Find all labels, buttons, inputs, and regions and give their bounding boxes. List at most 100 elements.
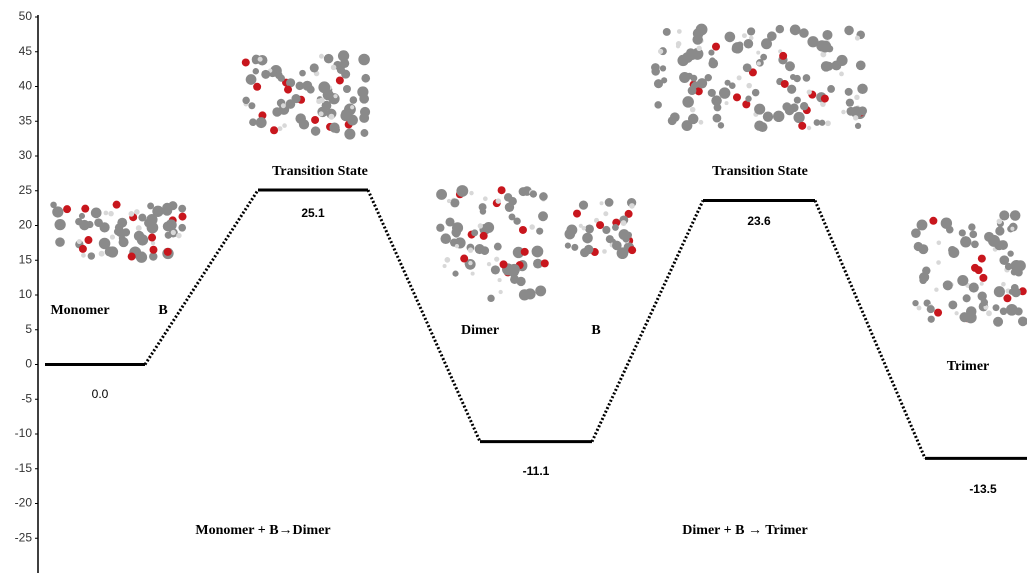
molecule-atom bbox=[948, 246, 956, 254]
molecule-atom bbox=[318, 81, 330, 93]
y-tick-label: 40 bbox=[19, 79, 33, 93]
molecule-atom bbox=[565, 243, 571, 249]
molecule-atom bbox=[63, 205, 71, 213]
molecule-atom bbox=[338, 50, 349, 61]
molecule-atom bbox=[1018, 317, 1027, 327]
molecule-atom bbox=[360, 129, 368, 137]
molecule-atom bbox=[927, 305, 935, 313]
molecule-atom bbox=[824, 62, 833, 71]
molecule-atom bbox=[658, 49, 663, 54]
annotation: Trimer bbox=[947, 359, 990, 374]
molecule-atom bbox=[725, 32, 736, 43]
molecule-atom bbox=[529, 224, 534, 229]
molecule-atom bbox=[148, 234, 156, 242]
molecule-atom bbox=[443, 264, 447, 268]
molecule-atom bbox=[984, 232, 994, 242]
molecule-atom bbox=[756, 51, 760, 55]
y-tick-label: 10 bbox=[19, 287, 33, 301]
molecule-atom bbox=[79, 245, 87, 253]
molecule-atom bbox=[800, 102, 808, 110]
molecule-atom bbox=[504, 193, 512, 201]
molecule-atom bbox=[445, 217, 454, 226]
molecule-atom bbox=[1010, 210, 1021, 221]
molecule-atom bbox=[737, 75, 742, 80]
molecule-atom bbox=[113, 201, 121, 209]
molecule-atom bbox=[855, 35, 860, 40]
molecule-atom bbox=[600, 201, 604, 205]
molecule-atom bbox=[767, 31, 777, 41]
molecule-atom bbox=[807, 90, 812, 95]
molecule-atom bbox=[929, 217, 937, 225]
molecule-atom bbox=[468, 261, 472, 265]
molecule-atom bbox=[535, 285, 546, 296]
molecule-atom bbox=[779, 52, 787, 60]
molecule-atom bbox=[436, 189, 447, 200]
molecule-atom bbox=[164, 248, 172, 256]
y-tick-label: -25 bbox=[15, 530, 33, 544]
molecule-atom bbox=[582, 233, 593, 244]
molecule-atom bbox=[839, 72, 844, 77]
molecule-atom bbox=[663, 28, 671, 36]
molecule-atom bbox=[602, 226, 610, 234]
molecule-atom bbox=[358, 54, 370, 66]
molecule-atom bbox=[965, 312, 977, 324]
molecule-atom bbox=[483, 196, 488, 201]
molecule-atom bbox=[605, 198, 614, 207]
molecule-atom bbox=[912, 300, 918, 306]
molecule-atom bbox=[450, 198, 459, 207]
molecule-atom bbox=[971, 240, 979, 248]
molecule-atom bbox=[579, 201, 588, 210]
y-tick-label: -15 bbox=[15, 461, 33, 475]
molecule-atom bbox=[456, 185, 468, 197]
molecule-atom bbox=[585, 224, 594, 233]
molecule-atom bbox=[979, 274, 987, 282]
molecule-atom bbox=[447, 199, 451, 203]
molecule-atom bbox=[261, 70, 270, 79]
molecule-atom bbox=[754, 104, 765, 115]
molecule-atom bbox=[677, 29, 682, 34]
molecule-atom bbox=[310, 63, 319, 72]
molecule-atom bbox=[742, 33, 747, 38]
molecule-atom bbox=[311, 126, 320, 135]
molecule-atom bbox=[997, 219, 1003, 225]
molecule-atom bbox=[816, 40, 827, 51]
molecule-atom bbox=[134, 231, 144, 241]
molecule-atom bbox=[496, 198, 501, 203]
molecule-atom bbox=[798, 122, 806, 130]
molecule-atom bbox=[566, 225, 577, 236]
molecule-atom bbox=[136, 252, 147, 263]
molecule-atom bbox=[773, 111, 784, 122]
molecule-atom bbox=[968, 223, 975, 230]
molecule-atom bbox=[311, 116, 319, 124]
molecule-atom bbox=[682, 96, 694, 108]
molecule-atom bbox=[452, 271, 458, 277]
molecule-atom bbox=[50, 202, 57, 209]
molecule-atom bbox=[272, 107, 282, 117]
molecule-atom bbox=[821, 95, 829, 103]
molecule-atom bbox=[911, 228, 921, 238]
molecule-atom bbox=[336, 76, 344, 84]
molecule-atom bbox=[855, 123, 861, 129]
molecule-atom bbox=[963, 294, 971, 302]
molecule-atom bbox=[81, 205, 89, 213]
molecule-atom bbox=[249, 118, 257, 126]
annotation: Dimer + B → Trimer bbox=[682, 523, 807, 538]
molecule-atom bbox=[917, 220, 928, 231]
molecule-atom bbox=[688, 114, 699, 125]
molecule-atom bbox=[1010, 260, 1022, 272]
molecule-atom bbox=[281, 103, 286, 108]
molecule-atom bbox=[299, 70, 306, 77]
molecule-atom bbox=[455, 244, 459, 248]
molecule-atom bbox=[494, 257, 499, 262]
molecule-atom bbox=[757, 61, 761, 65]
molecule-atom bbox=[584, 245, 593, 254]
annotation: Monomer bbox=[50, 303, 109, 318]
molecule-atom bbox=[978, 292, 987, 301]
molecule-atom bbox=[334, 127, 340, 133]
molecule-atom bbox=[347, 115, 358, 126]
molecule-atom bbox=[725, 101, 729, 105]
molecule-atom bbox=[793, 112, 804, 123]
molecule-atom bbox=[307, 86, 315, 94]
molecule-atom bbox=[994, 286, 1005, 297]
molecule-atom bbox=[99, 251, 105, 257]
